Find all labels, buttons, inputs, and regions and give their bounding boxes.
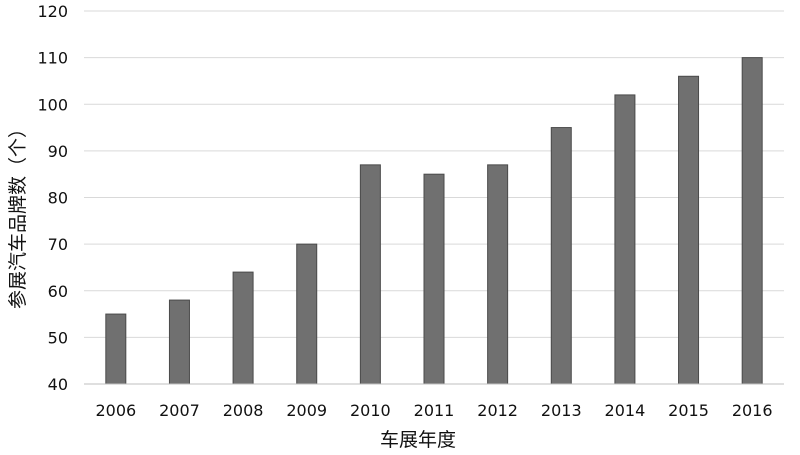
bar-2008 (232, 271, 254, 385)
bar-2014 (614, 94, 636, 385)
bar-2012 (487, 164, 509, 385)
y-tick-label: 50 (48, 328, 68, 347)
bar-2013 (550, 127, 572, 385)
x-tick-label: 2016 (732, 401, 773, 420)
y-tick-label: 120 (37, 2, 68, 21)
x-tick-label: 2011 (414, 401, 455, 420)
x-tick-label: 2009 (286, 401, 327, 420)
x-tick-label: 2013 (541, 401, 582, 420)
bar-2016 (741, 57, 763, 385)
y-tick-label: 60 (48, 282, 68, 301)
y-tick-label: 40 (48, 375, 68, 394)
bar-2007 (168, 299, 190, 385)
bar-2011 (423, 173, 445, 385)
x-tick-label: 2010 (350, 401, 391, 420)
bars (105, 57, 763, 385)
y-tick-label: 100 (37, 95, 68, 114)
x-axis-title: 车展年度 (380, 429, 456, 451)
x-tick-label: 2008 (223, 401, 264, 420)
y-tick-label: 110 (37, 49, 68, 68)
x-tick-label: 2012 (477, 401, 518, 420)
x-tick-label: 2007 (159, 401, 200, 420)
bar-2010 (359, 164, 381, 385)
y-tick-labels: 40 50 60 70 80 90 100 110 120 (37, 2, 68, 394)
bar-2009 (296, 243, 318, 385)
x-tick-label: 2015 (668, 401, 709, 420)
y-tick-label: 70 (48, 235, 68, 254)
y-tick-label: 90 (48, 142, 68, 161)
bar-2006 (105, 313, 127, 385)
x-tick-labels: 2006 2007 2008 2009 2010 2011 2012 2013 2014 2015… (95, 401, 772, 420)
x-tick-label: 2014 (605, 401, 646, 420)
bar-2015 (678, 75, 700, 385)
x-tick-label: 2006 (95, 401, 136, 420)
y-axis-title: 参展汽车品牌数（个） (7, 119, 29, 309)
y-tick-label: 80 (48, 189, 68, 208)
